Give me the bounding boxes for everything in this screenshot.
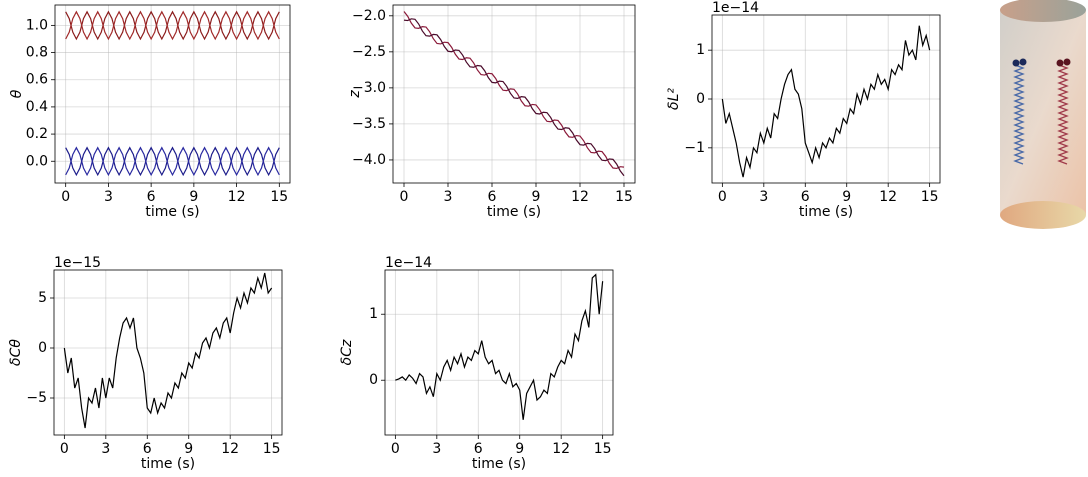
y-tick-label: −2.0 — [352, 8, 386, 24]
offset-text: 1e−14 — [385, 255, 432, 271]
x-tick-label: 0 — [60, 441, 69, 457]
x-tick-label: 9 — [515, 441, 524, 457]
x-tick-label: 9 — [189, 189, 198, 205]
helix-head — [1056, 59, 1064, 67]
x-tick-label: 15 — [263, 441, 281, 457]
data-line — [63, 272, 273, 429]
plot-frame — [384, 269, 614, 436]
x-tick-label: 3 — [759, 189, 768, 205]
helix-red — [1057, 64, 1069, 165]
cylinder-body — [1000, 10, 1086, 215]
x-tick-label: 3 — [104, 189, 113, 205]
y-axis-label: δL² — [666, 88, 682, 110]
data-line — [65, 10, 280, 41]
y-tick-label: 1 — [696, 42, 705, 58]
x-tick-label: 0 — [391, 441, 400, 457]
x-axis-label: time (s) — [472, 456, 526, 472]
offset-text: 1e−14 — [712, 0, 759, 16]
offset-text: 1e−15 — [54, 255, 101, 271]
x-tick-label: 6 — [801, 189, 810, 205]
cylinder-top — [1000, 0, 1086, 22]
x-tick-label: 15 — [615, 189, 633, 205]
x-tick-label: 6 — [147, 189, 156, 205]
y-tick-label: 1 — [369, 306, 378, 322]
x-tick-label: 3 — [444, 189, 453, 205]
x-tick-label: 9 — [184, 441, 193, 457]
x-tick-label: 12 — [552, 441, 570, 457]
y-tick-label: 0.6 — [26, 72, 48, 88]
y-axis-label: θ — [9, 89, 25, 98]
x-tick-label: 0 — [61, 189, 70, 205]
x-tick-label: 0 — [400, 189, 409, 205]
y-tick-label: 1.0 — [26, 17, 48, 33]
data-line — [65, 10, 280, 41]
y-tick-label: 0 — [369, 372, 378, 388]
plot-frame — [53, 269, 283, 436]
x-axis-label: time (s) — [487, 204, 541, 220]
y-tick-label: −2.5 — [352, 44, 386, 60]
y-tick-label: 0 — [38, 340, 47, 356]
x-axis-label: time (s) — [799, 204, 853, 220]
x-tick-label: 15 — [921, 189, 939, 205]
x-tick-label: 6 — [488, 189, 497, 205]
y-tick-label: −1 — [684, 140, 705, 156]
y-tick-label: 0.0 — [26, 153, 48, 169]
x-tick-label: 3 — [101, 441, 110, 457]
data-line — [721, 25, 931, 178]
x-tick-label: 12 — [228, 189, 246, 205]
x-tick-label: 12 — [221, 441, 239, 457]
x-axis-label: time (s) — [145, 204, 199, 220]
plot-frame — [711, 14, 941, 184]
y-tick-label: −5 — [26, 390, 47, 406]
x-tick-label: 15 — [270, 189, 288, 205]
data-line — [403, 18, 625, 177]
x-tick-label: 9 — [532, 189, 541, 205]
x-tick-label: 6 — [474, 441, 483, 457]
cylinder-illustration — [1000, 0, 1086, 229]
helix-head — [1012, 59, 1020, 67]
y-axis-label: δCz — [339, 339, 355, 365]
x-tick-label: 12 — [571, 189, 589, 205]
helix-head — [1019, 58, 1027, 66]
x-axis-label: time (s) — [141, 456, 195, 472]
y-axis-label: δCθ — [8, 339, 24, 366]
y-tick-label: 0.8 — [26, 45, 48, 61]
data-line — [65, 146, 280, 177]
plot-frame — [54, 4, 291, 184]
y-tick-label: 0 — [696, 91, 705, 107]
y-tick-label: 0.4 — [26, 99, 48, 115]
data-line — [395, 273, 604, 420]
helix-head — [1063, 58, 1071, 66]
x-tick-label: 12 — [879, 189, 897, 205]
y-tick-label: −4.0 — [352, 152, 386, 168]
y-tick-label: −3.5 — [352, 116, 386, 132]
x-tick-label: 9 — [842, 189, 851, 205]
plot-frame — [392, 4, 636, 184]
y-tick-label: 5 — [38, 290, 47, 306]
x-tick-label: 6 — [143, 441, 152, 457]
data-line — [65, 146, 280, 177]
x-tick-label: 15 — [594, 441, 612, 457]
data-line — [403, 11, 625, 170]
y-axis-label: z — [347, 90, 363, 99]
x-tick-label: 3 — [432, 441, 441, 457]
cylinder-bottom — [1000, 201, 1086, 229]
x-tick-label: 0 — [718, 189, 727, 205]
helix-blue — [1013, 64, 1025, 165]
y-tick-label: −3.0 — [352, 80, 386, 96]
y-tick-label: 0.2 — [26, 126, 48, 142]
